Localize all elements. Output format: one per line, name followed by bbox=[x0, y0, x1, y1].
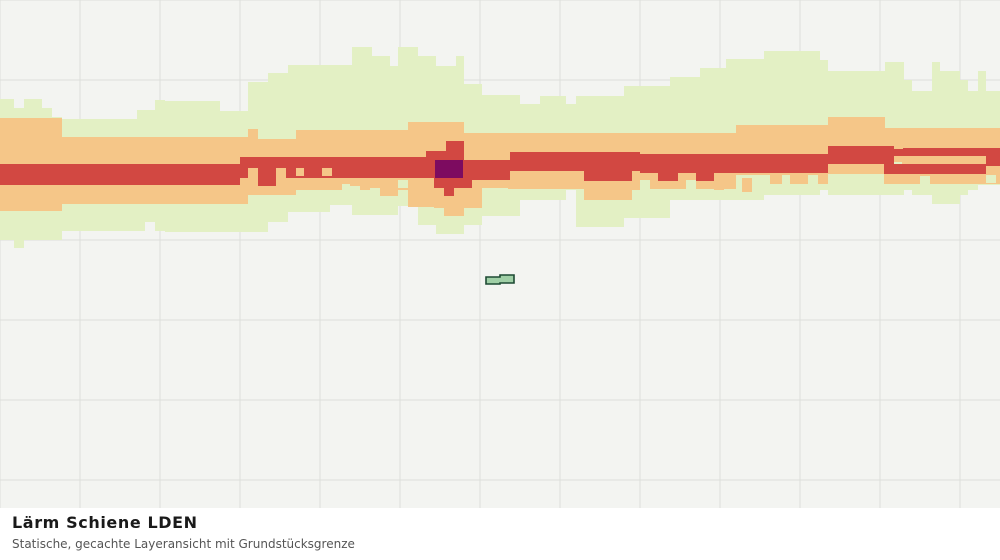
noise-patch-level-3 bbox=[434, 178, 472, 188]
noise-patch-level-3 bbox=[444, 186, 454, 196]
parcel-shape[interactable] bbox=[485, 274, 515, 285]
noise-map[interactable] bbox=[0, 0, 1000, 508]
noise-patch-level-1 bbox=[640, 180, 650, 198]
noise-patch-level-1 bbox=[804, 180, 816, 190]
noise-patch-level-1 bbox=[754, 176, 764, 196]
noise-patch-level-1 bbox=[918, 176, 930, 184]
noise-patch-level-1 bbox=[274, 196, 284, 204]
noise-patch-level-3 bbox=[696, 171, 714, 181]
noise-patch-level-1 bbox=[482, 188, 508, 194]
noise-patch-level-1 bbox=[986, 175, 996, 183]
noise-patch-level-2 bbox=[444, 198, 464, 216]
noise-patch-level-2 bbox=[322, 180, 342, 188]
noise-patch-level-3 bbox=[304, 170, 322, 178]
noise-gap bbox=[248, 168, 258, 178]
noise-patch-level-3 bbox=[258, 178, 276, 186]
noise-hotspot-level-4 bbox=[435, 160, 463, 178]
noise-gap bbox=[276, 168, 286, 178]
noise-patch-level-2 bbox=[770, 172, 782, 184]
noise-patch-level-3 bbox=[584, 171, 632, 181]
noise-patch-level-3 bbox=[658, 171, 678, 181]
noise-patch-level-1 bbox=[258, 206, 266, 212]
noise-patch-level-1 bbox=[686, 180, 696, 198]
noise-patch-level-2 bbox=[632, 172, 640, 190]
noise-patch-level-1 bbox=[304, 190, 326, 198]
noise-patch-level-3 bbox=[884, 164, 986, 174]
noise-patch-level-2 bbox=[884, 172, 920, 184]
noise-patch-level-2 bbox=[742, 178, 752, 192]
noise-gap bbox=[322, 168, 332, 176]
noise-patch-level-2 bbox=[248, 185, 276, 195]
noise-patch-level-2 bbox=[818, 172, 828, 184]
noise-patch-level-2 bbox=[350, 178, 360, 186]
noise-zones bbox=[0, 47, 1000, 248]
noise-gap bbox=[296, 168, 304, 176]
noise-patch-level-1 bbox=[342, 184, 360, 194]
map-caption: Lärm Schiene LDEN Statische, gecachte La… bbox=[0, 508, 1000, 560]
noise-patch-level-1 bbox=[948, 180, 958, 190]
noise-patch-level-1 bbox=[398, 180, 408, 188]
noise-patch-level-2 bbox=[938, 172, 958, 184]
noise-patch-level-3 bbox=[286, 168, 296, 178]
layer-title: Lärm Schiene LDEN bbox=[12, 513, 198, 532]
layer-subtitle: Statische, gecachte Layeransicht mit Gru… bbox=[12, 537, 355, 551]
noise-patch-level-2 bbox=[380, 178, 398, 196]
noise-patch-level-3 bbox=[332, 170, 342, 178]
noise-patch-level-1 bbox=[370, 188, 380, 198]
parcel-boundary[interactable] bbox=[485, 274, 515, 285]
noise-patch-level-2 bbox=[584, 178, 632, 200]
noise-patch-level-2 bbox=[790, 172, 808, 184]
noise-patch-level-2 bbox=[714, 172, 724, 190]
